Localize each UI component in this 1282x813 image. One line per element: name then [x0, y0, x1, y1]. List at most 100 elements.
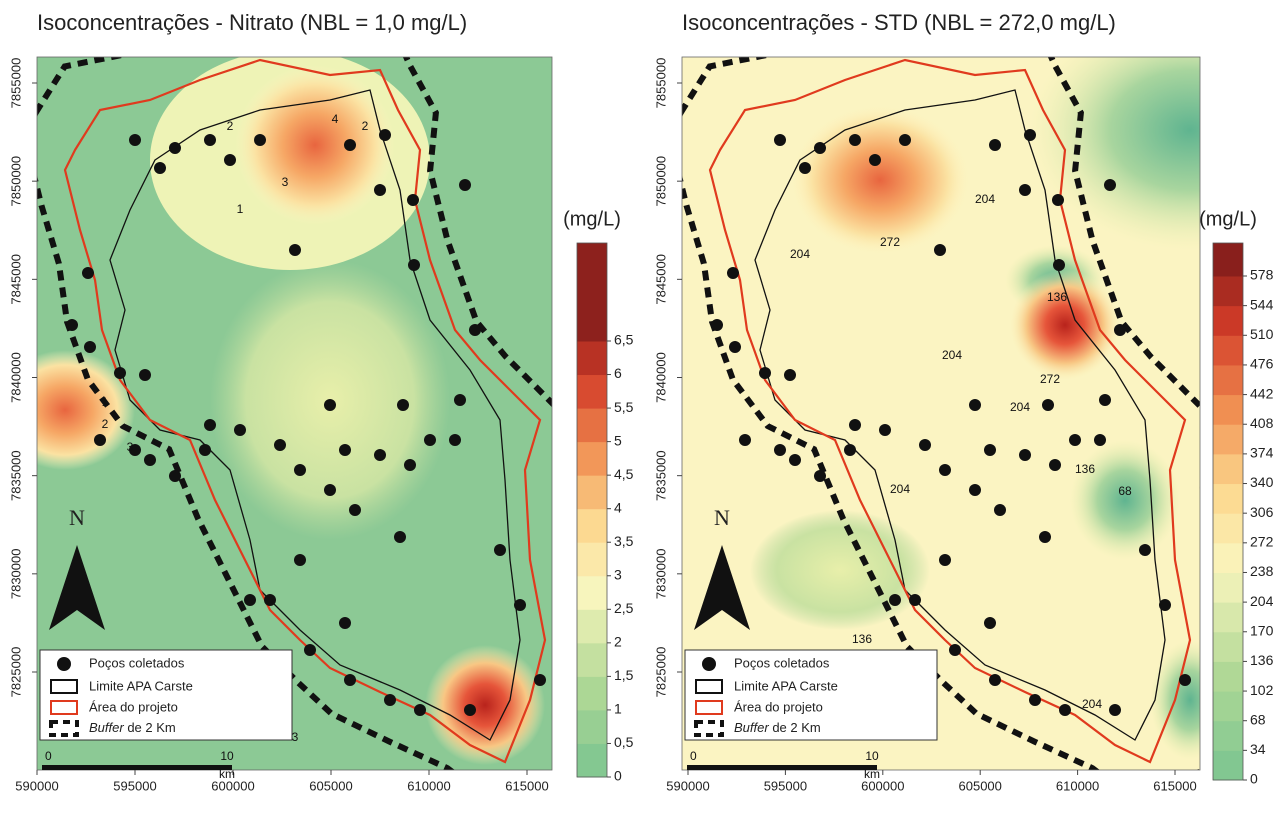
well — [394, 531, 406, 543]
well — [374, 449, 386, 461]
legend-label-italic: Buffer — [734, 720, 769, 735]
colorbar-band — [577, 508, 607, 543]
well — [84, 341, 96, 353]
colorbar-band — [1213, 572, 1243, 603]
well — [984, 617, 996, 629]
well — [264, 594, 276, 606]
y-tick-label: 7840000 — [8, 352, 23, 403]
contour-label: 1 — [102, 395, 109, 409]
colorbar-label: 34 — [1250, 741, 1266, 757]
well — [989, 139, 1001, 151]
well — [774, 134, 786, 146]
well — [459, 179, 471, 191]
colorbar-label: 3,5 — [614, 533, 634, 549]
legend-well-symbol — [702, 657, 716, 671]
colorbar-label: 340 — [1250, 474, 1274, 490]
scale-bar — [42, 765, 232, 770]
legend: Poços coletados Limite APA Carste Área do … — [684, 649, 938, 741]
y-tick-label: 7840000 — [653, 352, 668, 403]
colorbar-label: 0 — [1250, 771, 1258, 787]
colorbar-band — [1213, 364, 1243, 396]
colorbar-label: 238 — [1250, 563, 1274, 579]
well — [1042, 399, 1054, 411]
colorbar-label: 102 — [1250, 682, 1274, 698]
colorbar-band — [1213, 394, 1243, 425]
colorbar-label: 6,5 — [614, 332, 634, 348]
well — [139, 369, 151, 381]
colorbar-label: 4,5 — [614, 466, 634, 482]
contour-label: 204 — [1010, 400, 1030, 414]
apa-outline — [109, 89, 521, 741]
well — [454, 394, 466, 406]
well — [1159, 599, 1171, 611]
map-frame — [681, 56, 1201, 771]
contour-label: 2 — [227, 119, 234, 133]
colorbar-band — [577, 642, 607, 677]
well — [1039, 531, 1051, 543]
colorbar-band — [1213, 542, 1243, 573]
well — [989, 674, 1001, 686]
colorbar-label: 5 — [614, 432, 622, 448]
x-tick-label: 605000 — [309, 778, 352, 793]
colorbar-label: 510 — [1250, 326, 1274, 342]
scale-start: 0 — [690, 749, 697, 763]
map-frame — [36, 56, 553, 771]
contour-label: 204 — [890, 482, 910, 496]
colorbar-band — [577, 676, 607, 711]
y-tick-label: 7855000 — [653, 58, 668, 109]
well — [814, 470, 826, 482]
colorbar-label: 0 — [614, 768, 622, 784]
well — [344, 674, 356, 686]
well — [1094, 434, 1106, 446]
x-tick-label: 595000 — [113, 778, 156, 793]
well — [324, 484, 336, 496]
map-panel: Isoconcentrações - STD (NBL = 272,0 mg/L… — [653, 10, 1274, 793]
contour-label: 204 — [975, 192, 995, 206]
colorbar-label: 136 — [1250, 652, 1274, 668]
scale-end: 10 — [220, 749, 234, 763]
well — [984, 444, 996, 456]
contour-label: 1 — [237, 202, 244, 216]
well — [199, 444, 211, 456]
well — [154, 162, 166, 174]
well — [969, 399, 981, 411]
y-tick-label: 7850000 — [653, 156, 668, 207]
colorbar-band — [1213, 483, 1243, 514]
colorbar-band — [1213, 631, 1243, 662]
colorbar-label: 544 — [1250, 296, 1274, 312]
well — [909, 594, 921, 606]
panels: Isoconcentrações - Nitrato (NBL = 1,0 mg… — [8, 10, 1274, 793]
scale-end: 10 — [865, 749, 879, 763]
well — [379, 129, 391, 141]
well — [844, 444, 856, 456]
well — [727, 267, 739, 279]
colorbar-label: 3 — [614, 566, 622, 582]
buffer-outline — [37, 57, 552, 770]
contour-label: 136 — [1047, 290, 1067, 304]
north-arrow — [694, 545, 750, 630]
contour-label: 68 — [1118, 484, 1132, 498]
colorbar-band — [577, 709, 607, 744]
well — [759, 367, 771, 379]
well — [82, 267, 94, 279]
well — [774, 444, 786, 456]
well — [339, 617, 351, 629]
legend-well-symbol — [57, 657, 71, 671]
well — [114, 367, 126, 379]
colorbar-unit: (mg/L) — [563, 208, 621, 230]
well — [384, 694, 396, 706]
well — [939, 554, 951, 566]
project-area-outline — [708, 58, 1192, 764]
y-tick-label: 7855000 — [8, 58, 23, 109]
concentration-area — [750, 510, 930, 630]
colorbar-label: 476 — [1250, 356, 1274, 372]
colorbar-band — [577, 341, 607, 376]
well — [514, 599, 526, 611]
contour-label: 4 — [332, 112, 339, 126]
colorbar-label: 408 — [1250, 415, 1274, 431]
well — [1099, 394, 1111, 406]
legend-apa-symbol — [695, 679, 723, 694]
y-tick-label: 7825000 — [653, 647, 668, 698]
well — [224, 154, 236, 166]
well — [129, 134, 141, 146]
